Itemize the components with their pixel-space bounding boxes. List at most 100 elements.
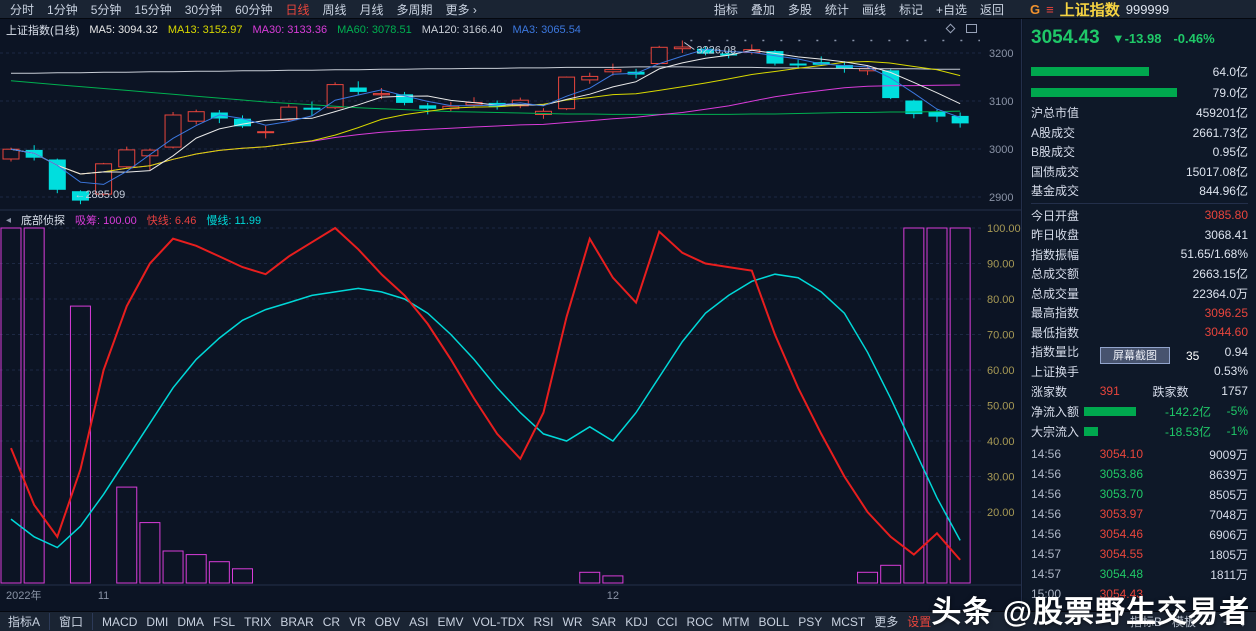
bottom-action[interactable]: 模板 — [1171, 615, 1196, 629]
tick-row: 14:57 3054.48 1811万 — [1031, 564, 1248, 584]
updown-volume-bars: 64.0亿 79.0亿 — [1031, 61, 1248, 103]
bottom-tab[interactable]: OBV — [374, 614, 401, 629]
toolbar-action[interactable]: 标记 — [898, 2, 923, 17]
ma-label: MA120: 3166.40 — [421, 24, 503, 36]
menu-icon[interactable]: ≡ — [1046, 2, 1054, 17]
tick-volume: 8639万 — [1209, 467, 1248, 482]
svg-text:2900: 2900 — [989, 192, 1013, 204]
bottom-tab[interactable]: CR — [322, 614, 341, 629]
stat-row: 最高指数 3096.25 — [1031, 303, 1248, 323]
toolbar-action[interactable]: 指标 — [713, 2, 738, 17]
main-chart[interactable]: 3200 3100 3000 2900 100.00 90.00 80.00 70.00 60.… — [0, 19, 1022, 611]
period-tab[interactable]: 60分钟 — [235, 2, 273, 17]
bottom-tab[interactable]: MCST — [831, 614, 866, 629]
stat-label: 上证换手 — [1031, 364, 1080, 379]
bottom-tab[interactable]: MTM — [722, 614, 750, 629]
bottom-tab[interactable]: DMI — [146, 614, 169, 629]
toolbar-action[interactable]: 多股 — [787, 2, 812, 17]
market-stats: 沪总市值 459201亿 A股成交 2661.73亿 B股成交 0.95亿 国债成交 1501… — [1031, 103, 1248, 201]
tick-row: 14:56 3054.46 6906万 — [1031, 524, 1248, 544]
bottom-tab[interactable]: DMA — [177, 614, 205, 629]
bottom-tab[interactable]: 指标A — [8, 613, 51, 630]
tick-time: 14:56 — [1031, 447, 1062, 461]
breadth-row: 涨家数 391 跌家数 1757 — [1031, 381, 1248, 401]
tick-volume: 1805万 — [1209, 547, 1248, 562]
bottom-action[interactable]: ↓ — [1240, 614, 1246, 629]
stat-row: A股成交 2661.73亿 — [1031, 123, 1248, 143]
period-tab[interactable]: 15分钟 — [134, 2, 172, 17]
stat-row: 沪总市值 459201亿 — [1031, 103, 1248, 123]
indicator-collapse-icon[interactable]: ◂ — [6, 214, 12, 226]
bottom-tab[interactable]: 设置 — [907, 615, 932, 629]
stat-row: 总成交额 2663.15亿 — [1031, 264, 1248, 284]
bottom-tab[interactable]: CCI — [656, 614, 678, 629]
period-tab[interactable]: 更多 › — [445, 2, 477, 17]
bottom-tab[interactable]: 窗口 — [59, 613, 94, 630]
tick-price: 3054.10 — [1099, 447, 1143, 461]
watermark-brand: 头条 — [931, 596, 994, 629]
bottom-tab[interactable]: WR — [562, 614, 583, 629]
indicator-legend-item: 慢线: 11.99 — [206, 215, 262, 227]
change-value: -13.98 — [1124, 31, 1162, 46]
bottom-tab[interactable]: SAR — [591, 614, 617, 629]
period-tab[interactable]: 月线 — [359, 2, 384, 17]
bottom-tab[interactable]: BRAR — [280, 614, 314, 629]
svg-text:20.00: 20.00 — [987, 507, 1015, 519]
bottom-action[interactable]: + — [1205, 614, 1213, 629]
period-tab[interactable]: 日线 — [285, 2, 310, 17]
bottom-tab[interactable]: KDJ — [625, 614, 648, 629]
bottom-tab[interactable]: RSI — [533, 614, 554, 629]
toast-text[interactable]: 屏幕截图 — [1100, 347, 1170, 364]
quote-panel: 3054.43 ▼-13.98 -0.46% 64.0亿 79.0亿 沪总市值 45… — [1023, 19, 1256, 611]
indicator-tabs: 指标A 窗口 MACD DMI DMA FSL TRIX BRAR CR VR OBV ASI EMV V… — [0, 613, 931, 630]
svg-text:100.00: 100.00 — [987, 223, 1021, 235]
tick-time: 15:00 — [1031, 587, 1062, 601]
tick-row: 15:00 3054.43 — [1031, 584, 1248, 604]
bottom-tab[interactable]: EMV — [437, 614, 464, 629]
bottom-tab[interactable]: ASI — [409, 614, 429, 629]
toolbar-action[interactable]: 画线 — [861, 2, 886, 17]
flow-pct: -1% — [1226, 424, 1248, 438]
stat-value: 22364.0万 — [1192, 286, 1248, 301]
stat-row: B股成交 0.95亿 — [1031, 142, 1248, 162]
bottom-action[interactable]: − — [1222, 614, 1230, 629]
bottom-tab[interactable]: BOLL — [758, 614, 790, 629]
bottom-tab[interactable]: PSY — [798, 614, 823, 629]
down-count-label: 跌家数 — [1152, 384, 1189, 399]
toolbar-action[interactable]: 返回 — [979, 2, 1004, 17]
period-tab[interactable]: 1分钟 — [47, 2, 78, 17]
toolbar-action[interactable]: 统计 — [824, 2, 849, 17]
toolbar-action[interactable]: 叠加 — [750, 2, 775, 17]
bottom-tab[interactable]: FSL — [213, 614, 236, 629]
toolbar-actions: 指标 叠加 多股 统计 画线 标记 +自选 返回 — [714, 1, 1004, 18]
bottom-action[interactable]: 指标B — [1129, 615, 1162, 629]
bottom-tab[interactable]: TRIX — [244, 614, 272, 629]
period-tab[interactable]: 分时 — [10, 2, 35, 17]
price-legend: 上证指数(日线) MA5: 3094.32 MA13: 3152.97 MA30: 3… — [6, 22, 581, 38]
screenshot-toast[interactable]: 屏幕截图 35 — [1100, 347, 1199, 364]
window-icon[interactable] — [966, 24, 977, 33]
period-tab[interactable]: 30分钟 — [184, 2, 223, 17]
index-name[interactable]: 上证指数 — [1059, 2, 1120, 19]
index-code: 999999 — [1125, 2, 1170, 17]
level2-badge: G — [1030, 2, 1041, 17]
period-tab[interactable]: 周线 — [322, 2, 347, 17]
toolbar-action[interactable]: +自选 — [935, 2, 967, 17]
bottom-tab[interactable]: MACD — [102, 614, 138, 629]
tick-row: 14:56 3053.86 8639万 — [1031, 464, 1248, 484]
flow-row: 大宗流入 -18.53亿 -1% — [1031, 421, 1248, 441]
bottom-tab[interactable]: VOL-TDX — [472, 614, 525, 629]
bottom-tab[interactable]: VR — [349, 614, 366, 629]
period-tab[interactable]: 5分钟 — [90, 2, 122, 17]
bottom-tab[interactable]: 更多 — [874, 615, 899, 629]
chart-area[interactable]: 3200 3100 3000 2900 100.00 90.00 80.00 70.00 60.… — [0, 19, 1022, 611]
stat-label: 总成交额 — [1031, 267, 1080, 282]
tick-time: 14:56 — [1031, 467, 1062, 481]
bottom-tab[interactable]: ROC — [686, 614, 714, 629]
svg-text:12: 12 — [607, 590, 619, 602]
stat-value: 3044.60 — [1204, 325, 1248, 340]
diamond-icon[interactable] — [945, 23, 956, 34]
tick-time: 14:56 — [1031, 507, 1062, 521]
period-tab[interactable]: 多周期 — [396, 2, 433, 17]
tick-volume: 7048万 — [1209, 507, 1248, 522]
